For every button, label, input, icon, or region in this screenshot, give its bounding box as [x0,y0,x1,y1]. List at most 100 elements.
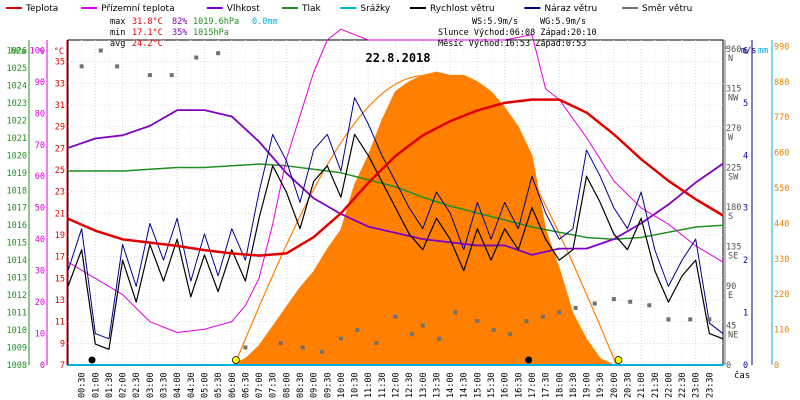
y-tick-label-rain: 0 [774,361,779,371]
wind-direction-point [420,323,425,328]
wind-direction-point [540,314,545,319]
y-tick-label-temp: 31 [55,101,65,111]
y-tick-label-hpa: 1022 [7,116,27,126]
x-tick-label: 13:00 [419,372,429,398]
y-axis-label-rain: mm [758,46,768,56]
y-tick-label-hpa: 1017 [7,204,27,214]
y-tick-label-dir-compass: E [728,291,733,301]
y-tick-label-hpa: 1011 [7,309,27,319]
y-tick-label-percent: 50 [35,204,45,214]
moonrise-marker [525,356,533,364]
y-tick-label-percent: 60 [35,172,45,182]
wind-direction-point [374,341,379,346]
x-tick-label: 23:00 [692,372,702,398]
x-tick-label: 09:30 [323,372,333,398]
wind-direction-point [573,305,578,310]
wind-direction-point [557,310,562,315]
y-tick-label-rain: 220 [774,290,789,300]
wind-direction-point [437,336,442,341]
x-tick-label: 18:00 [555,372,565,398]
solar-radiation-area [231,71,615,366]
sunset-marker [614,356,623,364]
series-naraz-vetru [67,97,724,340]
x-tick-label: 06:30 [241,372,251,398]
series-prizemni-teplota [67,28,724,333]
y-tick-label-hpa: 1023 [7,99,27,109]
y-tick-label-dir: 315 [726,84,741,94]
stat-max-rain: 0.0mm [252,17,278,27]
x-tick-label: 16:00 [501,372,511,398]
y-tick-label-temp: 9 [60,339,65,349]
info-wg: WG:5.9m/s [540,17,586,27]
wind-direction-point [194,55,199,60]
y-tick-label-dir: 360 [726,45,741,55]
x-tick-label: 17:30 [542,372,552,398]
y-tick-label-percent: 100 [30,46,45,56]
stat-max-label: max [110,17,125,27]
x-tick-label: 07:00 [255,372,265,398]
x-tick-label: 12:30 [405,372,415,398]
legend-label: Teplota [25,4,58,14]
wind-direction-point [338,336,343,341]
moonset-marker [88,356,96,364]
y-tick-label-percent: 80 [35,109,45,119]
y-axis-label-hpa: hPa [11,47,26,57]
sunrise-marker [231,356,240,364]
y-axis-label-dir: ° [724,46,729,56]
info-ws: WS:5.9m/s [472,17,518,27]
x-tick-label: 08:30 [296,372,306,398]
stat-avg-label: avg [110,39,125,49]
wind-direction-point [115,64,120,69]
y-tick-label-temp: 27 [55,144,65,154]
x-tick-label: 05:00 [200,372,210,398]
y-tick-label-percent: 20 [35,298,45,308]
y-tick-label-dir: 270 [726,124,741,134]
stat-max-hum: 82% [172,17,187,27]
solar-max-curve [233,74,618,366]
wind-direction-point [409,332,414,337]
y-tick-label-dir: 225 [726,163,741,173]
x-tick-label: 19:30 [596,372,606,398]
y-tick-label-dir: 0 [726,361,731,371]
wind-direction-point [216,51,221,56]
x-tick-label: 00:30 [78,372,88,398]
legend-label: Náraz větru [544,4,597,14]
y-tick-label-hpa: 1019 [7,169,27,179]
x-tick-label: 02:00 [119,372,129,398]
y-tick-label-temp: 13 [55,296,65,306]
x-tick-label: 04:00 [173,372,183,398]
x-tick-label: 20:00 [610,372,620,398]
y-tick-label-hpa: 1020 [7,151,27,161]
wind-direction-point [628,299,633,304]
series-vlhkost [67,109,724,256]
y-tick-label-hpa: 1025 [7,64,27,74]
y-tick-label-wind: 2 [743,256,748,266]
x-tick-label: 13:30 [432,372,442,398]
y-axis-label-percent: % [39,47,44,57]
y-tick-label-hpa: 1010 [7,326,27,336]
stat-min-temp: 17.1°C [132,28,163,38]
legend: Teplota Přízemní teplota Vlhkost Tlak Srážky… [6,4,692,14]
series-rychlost-vetru [67,133,724,350]
y-tick-label-temp: 29 [55,123,65,133]
stats-block: max 31.8°C 82% 1019.6hPa 0.0mm min 17.1°… [110,17,278,49]
y-tick-label-rain: 660 [774,149,789,159]
x-tick-label: 15:00 [473,372,483,398]
y-tick-label-temp: 11 [55,318,65,328]
y-tick-label-dir: 180 [726,203,741,213]
stat-max-press: 1019.6hPa [193,17,239,27]
x-tick-label: 19:00 [583,372,593,398]
x-tick-label: 05:30 [214,372,224,398]
y-tick-label-wind: 4 [743,151,748,161]
y-tick-label-hpa: 1015 [7,239,27,249]
y-tick-label-rain: 110 [774,326,789,336]
y-axis-label-wind: m/s [741,46,756,56]
x-tick-label: 10:00 [337,372,347,398]
x-tick-label: 04:30 [187,372,197,398]
x-tick-label: 01:00 [91,372,101,398]
wind-direction-point [453,310,458,315]
y-tick-label-percent: 70 [35,141,45,151]
wind-direction-point [592,301,597,306]
x-tick-label: 03:00 [146,372,156,398]
